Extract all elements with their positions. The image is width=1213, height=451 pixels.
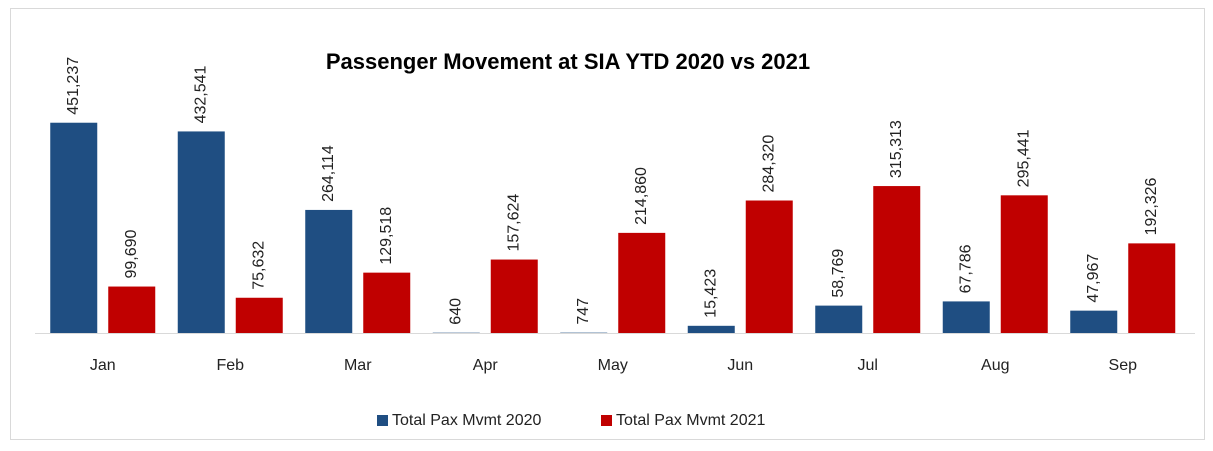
- data-label: 58,769: [830, 249, 847, 298]
- legend-swatch: [377, 415, 388, 426]
- x-tick-label: Sep: [1109, 357, 1138, 374]
- bar: [50, 122, 98, 333]
- legend-swatch: [601, 415, 612, 426]
- data-label: 47,967: [1085, 254, 1102, 303]
- legend-label: Total Pax Mvmt 2021: [616, 412, 766, 429]
- x-tick-label: Mar: [344, 357, 372, 374]
- data-label: 284,320: [760, 135, 777, 193]
- bar: [235, 297, 283, 333]
- x-tick-label: Apr: [473, 357, 499, 374]
- data-label: 129,518: [378, 207, 395, 265]
- data-label: 157,624: [505, 194, 522, 252]
- data-label: 192,326: [1143, 177, 1160, 235]
- bar: [363, 272, 411, 333]
- data-label: 747: [575, 298, 592, 325]
- legend-label: Total Pax Mvmt 2020: [392, 412, 542, 429]
- data-label: 640: [447, 298, 464, 325]
- x-tick-label: Jul: [858, 357, 878, 374]
- data-label: 214,860: [633, 167, 650, 225]
- x-tick-label: Jan: [90, 357, 116, 374]
- bar: [1128, 243, 1176, 333]
- data-label: 99,690: [123, 230, 140, 279]
- data-label: 451,237: [65, 57, 82, 115]
- bar: [490, 259, 538, 333]
- x-tick-label: May: [598, 357, 628, 374]
- x-tick-label: Jun: [727, 357, 753, 374]
- bar: [687, 325, 735, 333]
- data-label: 67,786: [957, 244, 974, 293]
- x-tick-label: Feb: [216, 357, 244, 374]
- bar: [1000, 195, 1048, 333]
- data-label: 432,541: [192, 65, 209, 123]
- data-label: 315,313: [888, 120, 905, 178]
- bar: [815, 305, 863, 333]
- bar: [108, 286, 156, 333]
- data-label: 264,114: [320, 145, 337, 202]
- x-tick-label: Aug: [981, 357, 1009, 374]
- bar: [305, 209, 353, 333]
- data-label: 295,441: [1015, 129, 1032, 187]
- chart-title: Passenger Movement at SIA YTD 2020 vs 20…: [326, 49, 810, 74]
- bar: [618, 232, 666, 333]
- bar: [745, 200, 793, 333]
- bar: [873, 186, 921, 333]
- bar: [1070, 310, 1118, 333]
- data-label: 15,423: [702, 269, 719, 318]
- bar: [942, 301, 990, 333]
- data-label: 75,632: [250, 241, 267, 290]
- bar: [177, 131, 225, 333]
